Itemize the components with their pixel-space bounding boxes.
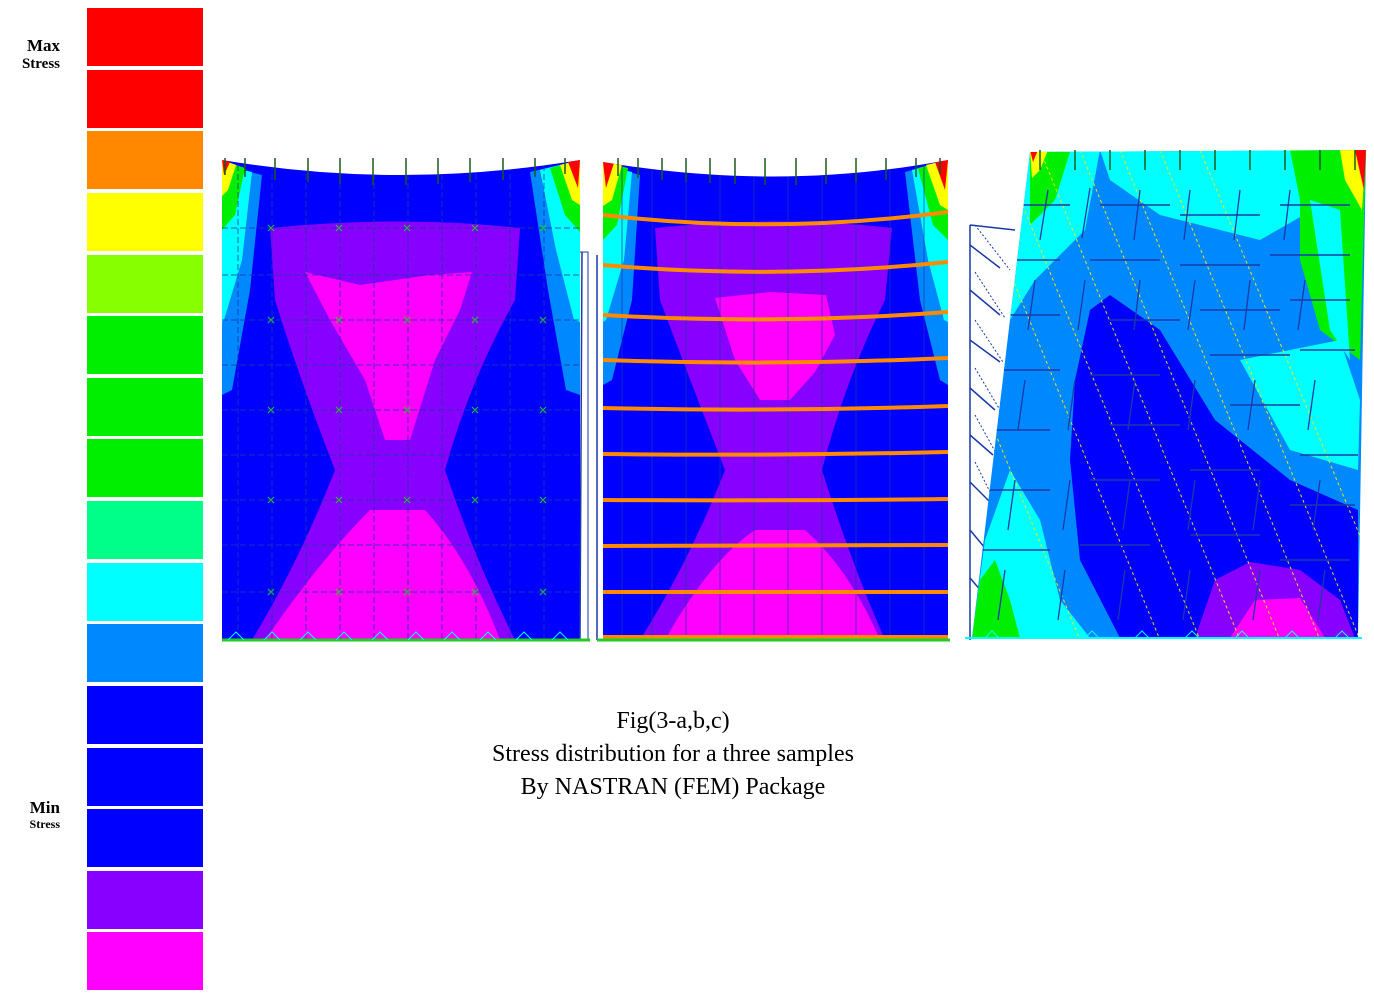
min-label-line1: Min (29, 798, 60, 817)
stress-panel-b (596, 158, 950, 642)
legend-swatch (87, 378, 203, 436)
legend-swatch (87, 70, 203, 128)
legend-swatch (87, 439, 203, 497)
min-label-line2: Stress (29, 816, 60, 831)
stress-panel-a (222, 158, 590, 642)
figure-caption: Fig(3-a,b,c) Stress distribution for a t… (400, 705, 946, 804)
stress-contour-figures (222, 150, 1366, 642)
legend-swatch (87, 193, 203, 251)
legend-swatch (87, 501, 203, 559)
max-label-line2: Stress (21, 55, 60, 72)
stress-panel-c (965, 150, 1366, 640)
legend-swatch (87, 686, 203, 744)
legend-swatch (87, 871, 203, 929)
legend-swatch (87, 131, 203, 189)
caption-line2: Stress distribution for a three samples (492, 741, 854, 767)
legend-swatch (87, 748, 203, 806)
legend-swatch (87, 255, 203, 313)
legend-swatch (87, 932, 203, 990)
min-stress-label: Min Stress (0, 798, 60, 831)
max-stress-label: Max Stress (0, 36, 60, 73)
legend-swatch (87, 8, 203, 66)
legend-swatch (87, 809, 203, 867)
legend-swatch (87, 624, 203, 682)
stress-color-legend (87, 8, 203, 994)
legend-swatch (87, 563, 203, 621)
legend-swatch (87, 316, 203, 374)
caption-line1: Fig(3-a,b,c) (616, 708, 730, 734)
max-label-line1: Max (26, 36, 60, 55)
caption-line3: By NASTRAN (FEM) Package (520, 774, 826, 800)
